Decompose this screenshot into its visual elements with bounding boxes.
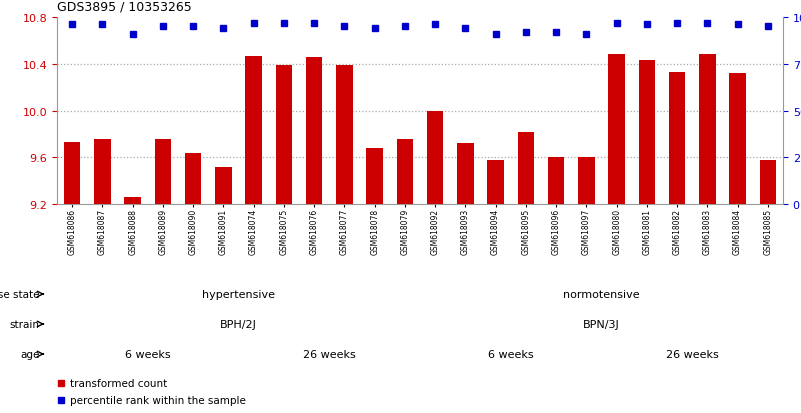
- Text: 6 weeks: 6 weeks: [125, 349, 171, 359]
- Bar: [306, 57, 323, 204]
- Bar: [64, 143, 80, 204]
- Bar: [185, 153, 201, 204]
- Bar: [245, 57, 262, 204]
- Text: hypertensive: hypertensive: [202, 289, 275, 299]
- Text: normotensive: normotensive: [563, 289, 640, 299]
- Text: percentile rank within the sample: percentile rank within the sample: [70, 395, 245, 405]
- Bar: [759, 160, 776, 204]
- Bar: [669, 73, 686, 204]
- Bar: [94, 139, 111, 204]
- Bar: [578, 158, 594, 204]
- Text: 26 weeks: 26 weeks: [666, 349, 718, 359]
- Bar: [366, 149, 383, 204]
- Text: GDS3895 / 10353265: GDS3895 / 10353265: [57, 1, 191, 14]
- Bar: [336, 66, 352, 204]
- Bar: [155, 139, 171, 204]
- Bar: [124, 197, 141, 204]
- Text: 26 weeks: 26 weeks: [303, 349, 356, 359]
- Bar: [517, 132, 534, 204]
- Bar: [427, 111, 444, 204]
- Bar: [215, 167, 231, 204]
- Bar: [276, 66, 292, 204]
- Text: 6 weeks: 6 weeks: [488, 349, 533, 359]
- Text: disease state: disease state: [0, 289, 40, 299]
- Text: BPN/3J: BPN/3J: [583, 319, 620, 329]
- Text: age: age: [21, 349, 40, 359]
- Bar: [396, 139, 413, 204]
- Text: strain: strain: [10, 319, 40, 329]
- Bar: [729, 74, 746, 204]
- Bar: [457, 144, 473, 204]
- Bar: [608, 55, 625, 204]
- Bar: [487, 160, 504, 204]
- Bar: [548, 158, 565, 204]
- Bar: [638, 61, 655, 204]
- Text: BPH/2J: BPH/2J: [220, 319, 257, 329]
- Bar: [699, 55, 716, 204]
- Text: transformed count: transformed count: [70, 378, 167, 388]
